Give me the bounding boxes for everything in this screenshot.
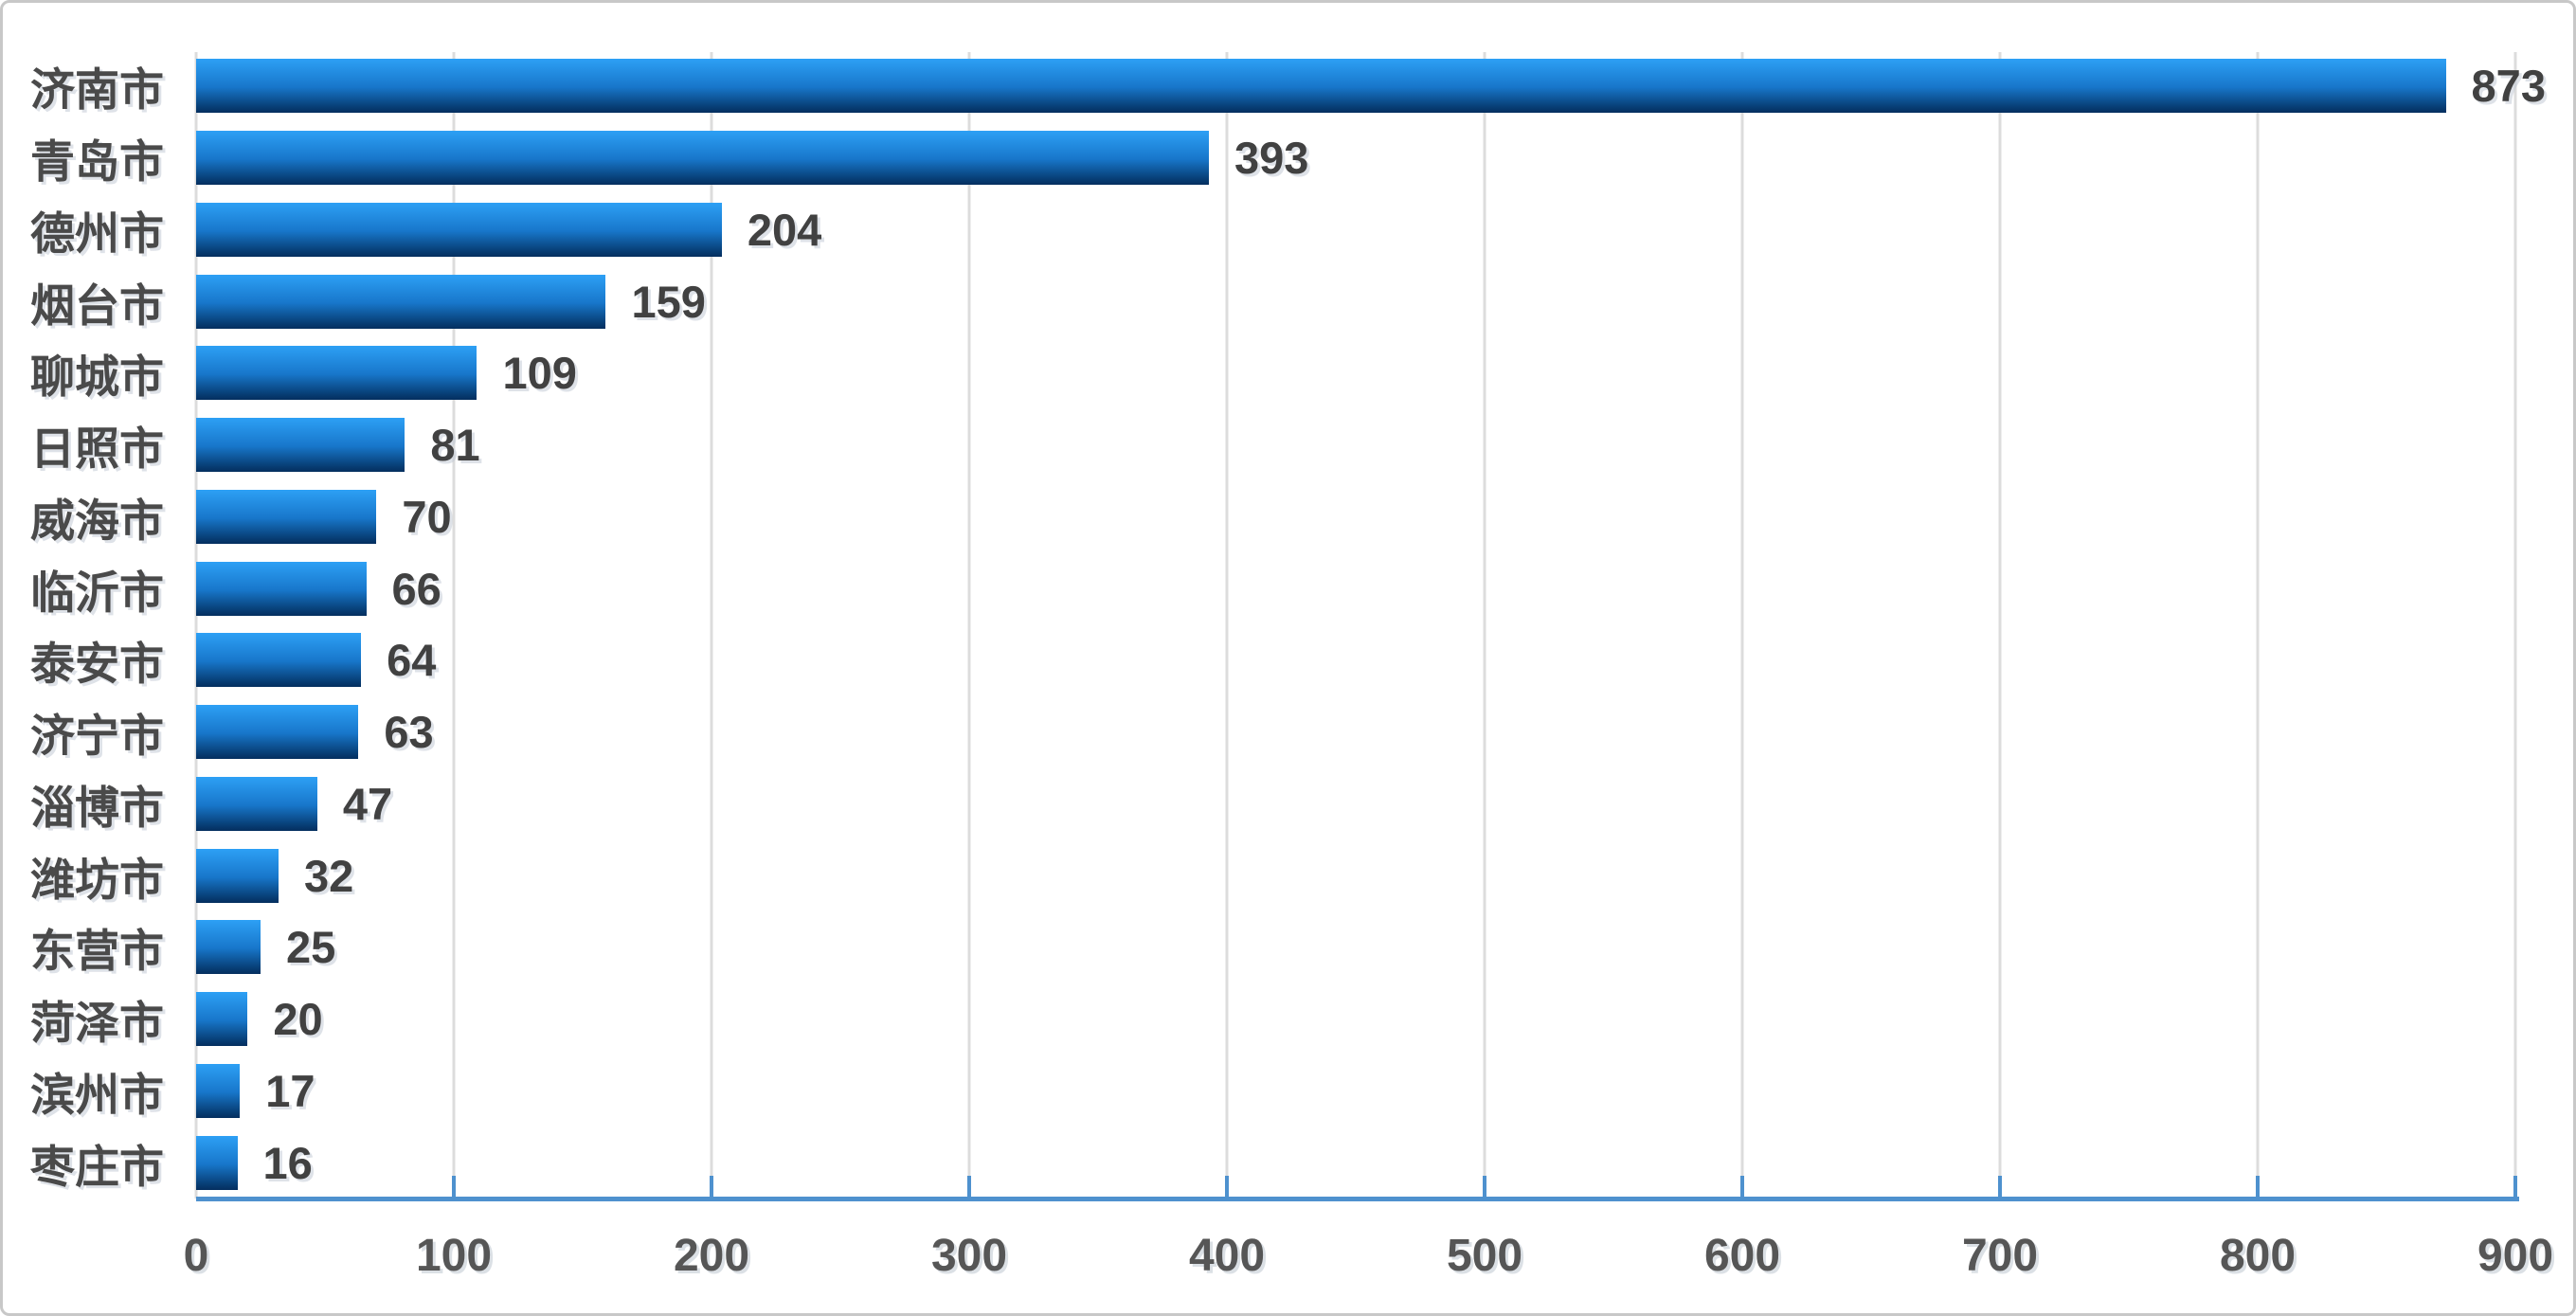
bar[interactable] bbox=[196, 489, 377, 544]
x-axis-tick-labels: 0 100 200 300 400 500 600 700 800 900 bbox=[184, 1230, 2553, 1296]
x-axis-tick-label: 600 bbox=[1703, 1231, 1781, 1281]
category-label: 淄博市 bbox=[30, 782, 164, 833]
value-label: 159 bbox=[631, 276, 706, 327]
x-axis-tick-label: 200 bbox=[673, 1231, 750, 1281]
value-label: 63 bbox=[384, 707, 434, 758]
x-axis-tick-label: 400 bbox=[1188, 1231, 1266, 1281]
x-axis-tick-label: 700 bbox=[1961, 1231, 2039, 1281]
bar-row: 淄博市 47 bbox=[3, 768, 2576, 840]
bar-row: 枣庄市 16 bbox=[3, 1127, 2576, 1199]
bar[interactable] bbox=[196, 131, 1209, 186]
gridline bbox=[1483, 52, 1486, 1199]
gridline bbox=[967, 52, 971, 1199]
bar[interactable] bbox=[196, 59, 2446, 114]
bar-row: 济宁市 63 bbox=[3, 696, 2576, 768]
x-axis-tick bbox=[2513, 1176, 2517, 1197]
value-label: 32 bbox=[304, 850, 354, 901]
bar[interactable] bbox=[196, 920, 261, 975]
value-label: 204 bbox=[747, 204, 822, 255]
bar[interactable] bbox=[196, 633, 362, 688]
category-label: 聊城市 bbox=[30, 352, 164, 403]
bar[interactable] bbox=[196, 346, 477, 401]
category-label: 青岛市 bbox=[30, 136, 164, 188]
category-label: 烟台市 bbox=[30, 279, 164, 331]
value-label: 66 bbox=[391, 563, 441, 614]
bar-row: 聊城市 109 bbox=[3, 337, 2576, 409]
gridline bbox=[2513, 52, 2517, 1199]
x-axis-tick bbox=[452, 1176, 456, 1197]
category-label: 枣庄市 bbox=[30, 1141, 164, 1192]
x-axis-tick-label: 300 bbox=[930, 1231, 1008, 1281]
category-axis-line bbox=[194, 52, 198, 1199]
x-axis-tick bbox=[1740, 1176, 1744, 1197]
value-label: 47 bbox=[342, 778, 393, 829]
x-axis-tick bbox=[1998, 1176, 2002, 1197]
bar-row: 烟台市 159 bbox=[3, 265, 2576, 337]
x-axis-tick bbox=[1483, 1176, 1486, 1197]
bar-row: 菏泽市 20 bbox=[3, 983, 2576, 1055]
value-label: 873 bbox=[2471, 61, 2546, 112]
bar-row: 日照市 81 bbox=[3, 409, 2576, 481]
value-label: 25 bbox=[286, 922, 336, 973]
plot-area bbox=[194, 52, 2517, 1199]
bar[interactable] bbox=[196, 418, 405, 473]
category-label: 东营市 bbox=[30, 926, 164, 977]
bar-row: 东营市 25 bbox=[3, 911, 2576, 983]
value-label: 16 bbox=[262, 1137, 313, 1188]
category-label: 临沂市 bbox=[30, 567, 164, 618]
x-axis-tick-label: 0 bbox=[183, 1231, 209, 1281]
category-label: 泰安市 bbox=[30, 639, 164, 690]
value-label: 393 bbox=[1234, 133, 1309, 184]
bar[interactable] bbox=[196, 776, 317, 831]
gridline bbox=[1998, 52, 2002, 1199]
value-label: 109 bbox=[502, 348, 577, 399]
x-axis-tick-label: 100 bbox=[415, 1231, 493, 1281]
category-label: 潍坊市 bbox=[30, 854, 164, 905]
bar-row: 威海市 70 bbox=[3, 481, 2576, 553]
bar[interactable] bbox=[196, 705, 359, 760]
category-label: 威海市 bbox=[30, 495, 164, 546]
x-axis-line bbox=[196, 1176, 2519, 1201]
category-label: 日照市 bbox=[30, 424, 164, 475]
value-label: 81 bbox=[430, 420, 480, 471]
value-label: 17 bbox=[265, 1065, 315, 1116]
bar[interactable] bbox=[196, 274, 606, 329]
category-label: 济宁市 bbox=[30, 711, 164, 762]
bar-row: 济南市 873 bbox=[3, 50, 2576, 122]
bar[interactable] bbox=[196, 1135, 238, 1190]
bar-row: 滨州市 17 bbox=[3, 1055, 2576, 1127]
bar-row: 德州市 204 bbox=[3, 194, 2576, 266]
gridline bbox=[2256, 52, 2260, 1199]
x-axis-tick bbox=[1225, 1176, 1229, 1197]
category-label: 滨州市 bbox=[30, 1069, 164, 1120]
bar-row: 青岛市 393 bbox=[3, 122, 2576, 194]
category-label: 济南市 bbox=[30, 64, 164, 116]
category-label: 德州市 bbox=[30, 207, 164, 259]
gridline bbox=[1740, 52, 1744, 1199]
value-label: 64 bbox=[387, 635, 437, 686]
x-axis-tick-label: 800 bbox=[2219, 1231, 2297, 1281]
bar[interactable] bbox=[196, 992, 248, 1047]
gridline bbox=[452, 52, 456, 1199]
gridline bbox=[710, 52, 713, 1199]
value-label: 70 bbox=[402, 491, 452, 542]
bar-row: 临沂市 66 bbox=[3, 552, 2576, 624]
value-label: 20 bbox=[273, 994, 323, 1045]
bar[interactable] bbox=[196, 848, 279, 903]
gridline bbox=[1225, 52, 1229, 1199]
x-axis-tick-label: 900 bbox=[2477, 1231, 2554, 1281]
bar[interactable] bbox=[196, 561, 367, 616]
bar-row: 潍坊市 32 bbox=[3, 839, 2576, 911]
bar-rows: 济南市 873 青岛市 393 德州市 204 烟台市 159 聊城市 109 日照市 81 威海市 70… bbox=[3, 50, 2576, 1199]
x-axis-tick bbox=[710, 1176, 713, 1197]
x-axis-tick bbox=[2256, 1176, 2260, 1197]
x-axis-tick bbox=[967, 1176, 971, 1197]
bar[interactable] bbox=[196, 1063, 241, 1118]
bar[interactable] bbox=[196, 202, 722, 257]
x-axis-tick-label: 500 bbox=[1446, 1231, 1523, 1281]
category-label: 菏泽市 bbox=[30, 998, 164, 1049]
bar-row: 泰安市 64 bbox=[3, 624, 2576, 696]
